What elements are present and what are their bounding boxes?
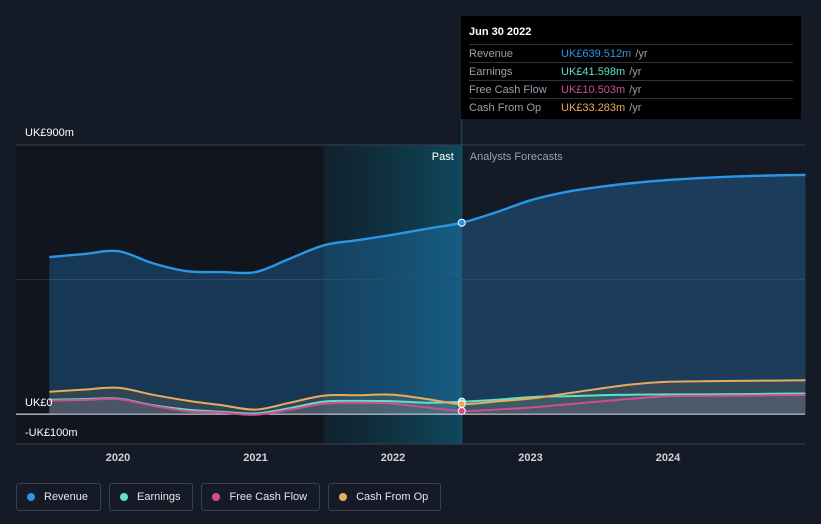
x-tick-label: 2021 — [243, 452, 267, 464]
past-label: Past — [432, 151, 454, 163]
tooltip-row-name: Revenue — [469, 47, 514, 60]
x-tick-label: 2023 — [518, 452, 542, 464]
tooltip-row-value: UK£33.283m — [561, 101, 626, 114]
tooltip-row-value: UK£41.598m — [561, 65, 626, 78]
tooltip-row-unit: /yr — [629, 65, 642, 78]
forecast-label: Analysts Forecasts — [470, 151, 563, 163]
tooltip-date: Jun 30 2022 — [469, 26, 532, 38]
legend-dot-icon — [120, 493, 129, 501]
tooltip-row-unit: /yr — [635, 47, 648, 60]
legend-item-revenue[interactable]: Revenue — [16, 483, 102, 511]
legend-label: Cash From Op — [356, 491, 429, 503]
tooltip-row-name: Free Cash Flow — [469, 83, 547, 96]
tooltip-row-free-cash-flow: Free Cash Flow UK£10.503m /yr — [469, 80, 793, 98]
x-axis-ticks: 2020 2021 2022 2023 2024 — [106, 452, 681, 464]
hover-markers — [457, 218, 466, 415]
x-tick-label: 2024 — [656, 452, 681, 464]
area-earnings — [49, 393, 806, 415]
y-axis-bottom-label: -UK£100m — [25, 427, 78, 439]
line-earnings — [49, 392, 806, 415]
tooltip-row-revenue: Revenue UK£639.512m /yr — [469, 44, 793, 62]
legend-dot-icon — [212, 493, 221, 501]
line-cash_from_op — [49, 379, 806, 411]
line-revenue — [49, 173, 806, 275]
legend-dot-icon — [339, 493, 348, 501]
legend-dot-icon — [27, 493, 35, 501]
legend-item-earnings[interactable]: Earnings — [109, 483, 194, 511]
marker-cash_from_op — [457, 400, 466, 409]
y-axis-top-label: UK£900m — [25, 127, 74, 139]
tooltip: Jun 30 2022 Revenue UK£639.512m /yr Earn… — [461, 16, 801, 119]
legend-label: Revenue — [44, 491, 89, 503]
x-tick-label: 2020 — [106, 452, 130, 464]
tooltip-row-unit: /yr — [629, 83, 642, 96]
legend-label: Free Cash Flow — [229, 491, 308, 503]
marker-revenue — [457, 218, 466, 227]
y-axis-zero-label: UK£0 — [25, 397, 53, 409]
tooltip-row-value: UK£639.512m — [561, 47, 632, 60]
legend-item-cash-from-op[interactable]: Cash From Op — [328, 483, 442, 511]
area-revenue — [49, 174, 806, 415]
tooltip-row-value: UK£10.503m — [561, 83, 626, 96]
legend-item-free-cash-flow[interactable]: Free Cash Flow — [201, 483, 321, 511]
gridlines — [16, 144, 805, 445]
tooltip-row-name: Earnings — [469, 65, 513, 78]
series-areas — [49, 174, 806, 415]
legend: Revenue Earnings Free Cash Flow Cash Fro… — [16, 483, 442, 511]
tooltip-row-unit: /yr — [629, 101, 642, 114]
marker-free_cash_flow — [457, 406, 466, 415]
area-free_cash_flow — [49, 395, 806, 415]
line-free_cash_flow — [49, 394, 806, 416]
legend-label: Earnings — [137, 491, 181, 503]
series-lines — [49, 173, 806, 416]
area-cash_from_op — [49, 380, 806, 415]
tooltip-row-earnings: Earnings UK£41.598m /yr — [469, 62, 793, 80]
tooltip-row-cash-from-op: Cash From Op UK£33.283m /yr — [469, 98, 793, 116]
tooltip-row-name: Cash From Op — [469, 101, 542, 114]
x-tick-label: 2022 — [381, 452, 405, 464]
